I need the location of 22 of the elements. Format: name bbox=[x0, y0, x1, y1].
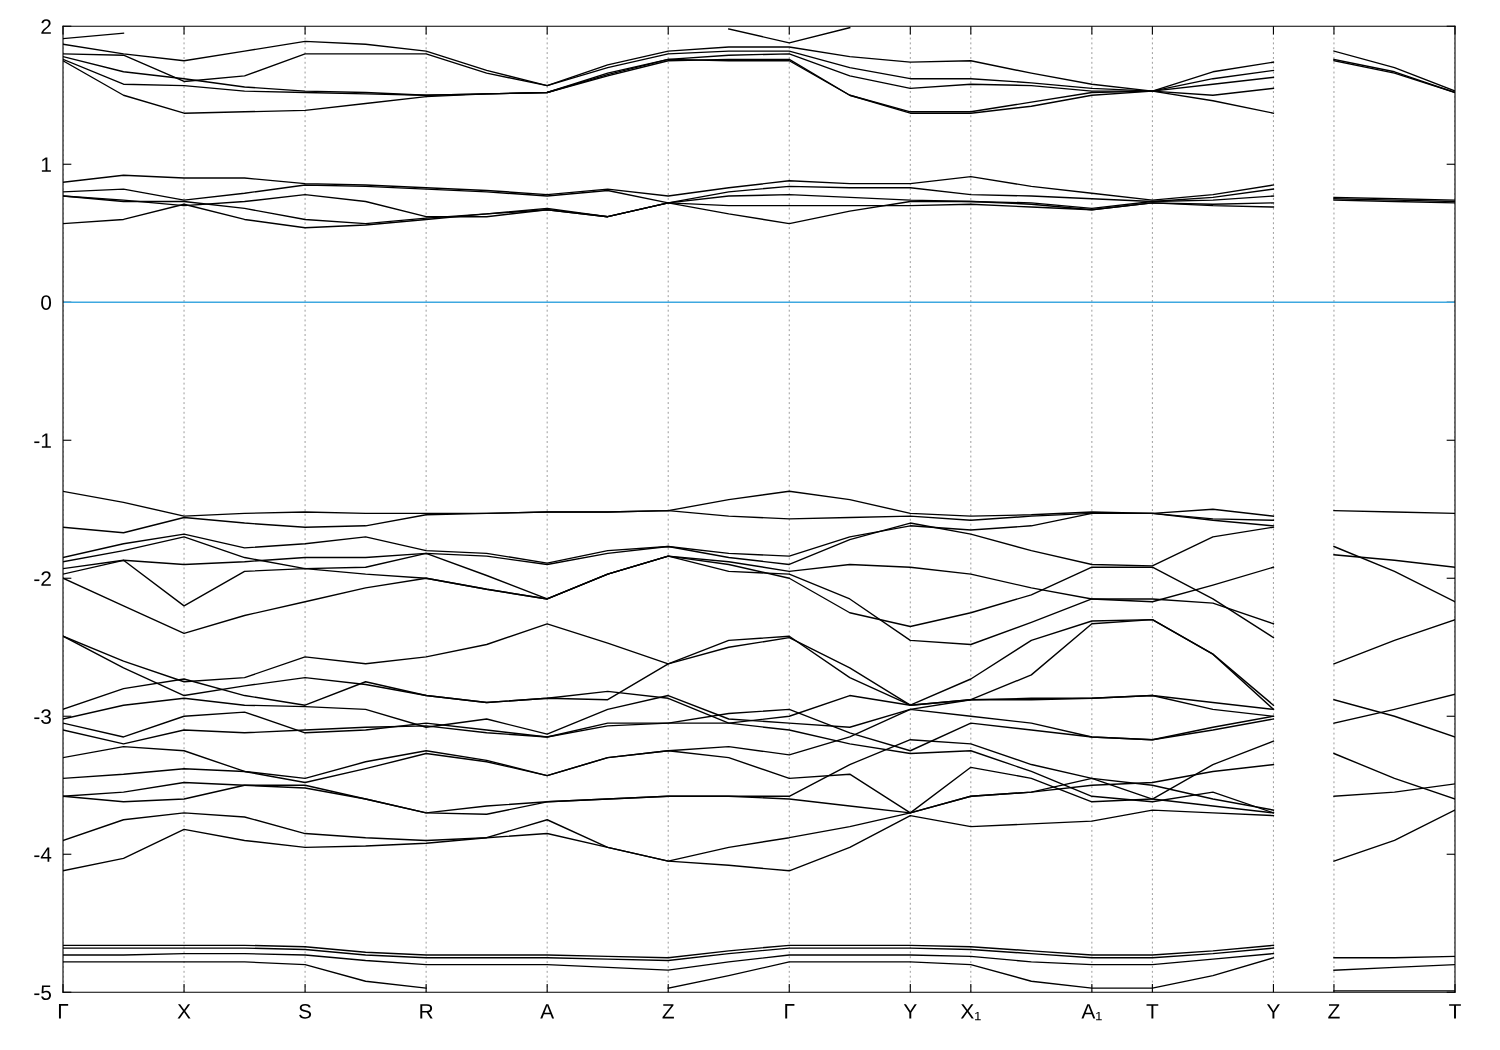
x-tick-label: X bbox=[177, 1004, 191, 1019]
x-tick-label: A₁ bbox=[1081, 1004, 1102, 1021]
y-tick-label: -4 bbox=[34, 847, 52, 862]
x-tick-label: R bbox=[420, 1004, 433, 1019]
y-tick-label: -1 bbox=[34, 433, 51, 448]
x-tick-label: Y bbox=[1266, 1004, 1280, 1019]
y-tick-label: -2 bbox=[34, 571, 51, 586]
x-tick-label: Z bbox=[662, 1004, 674, 1019]
x-tick-label: T bbox=[1449, 1004, 1461, 1019]
x-tick-label: Γ bbox=[785, 1004, 795, 1019]
x-tick-label: Γ bbox=[58, 1004, 69, 1019]
y-tick-label: 0 bbox=[41, 295, 52, 310]
y-tick-label: 2 bbox=[41, 19, 51, 34]
y-tick-label: 1 bbox=[41, 157, 51, 172]
x-tick-label: A bbox=[540, 1004, 555, 1019]
y-tick-label: -5 bbox=[34, 985, 52, 1000]
x-tick-label: S bbox=[299, 1003, 312, 1019]
y-tick-label: -3 bbox=[34, 709, 51, 724]
x-tick-label: T bbox=[1146, 1004, 1159, 1019]
x-tick-label: Z bbox=[1328, 1004, 1340, 1019]
x-tick-label: Y bbox=[903, 1004, 917, 1019]
x-tick-label: X₁ bbox=[960, 1004, 981, 1021]
